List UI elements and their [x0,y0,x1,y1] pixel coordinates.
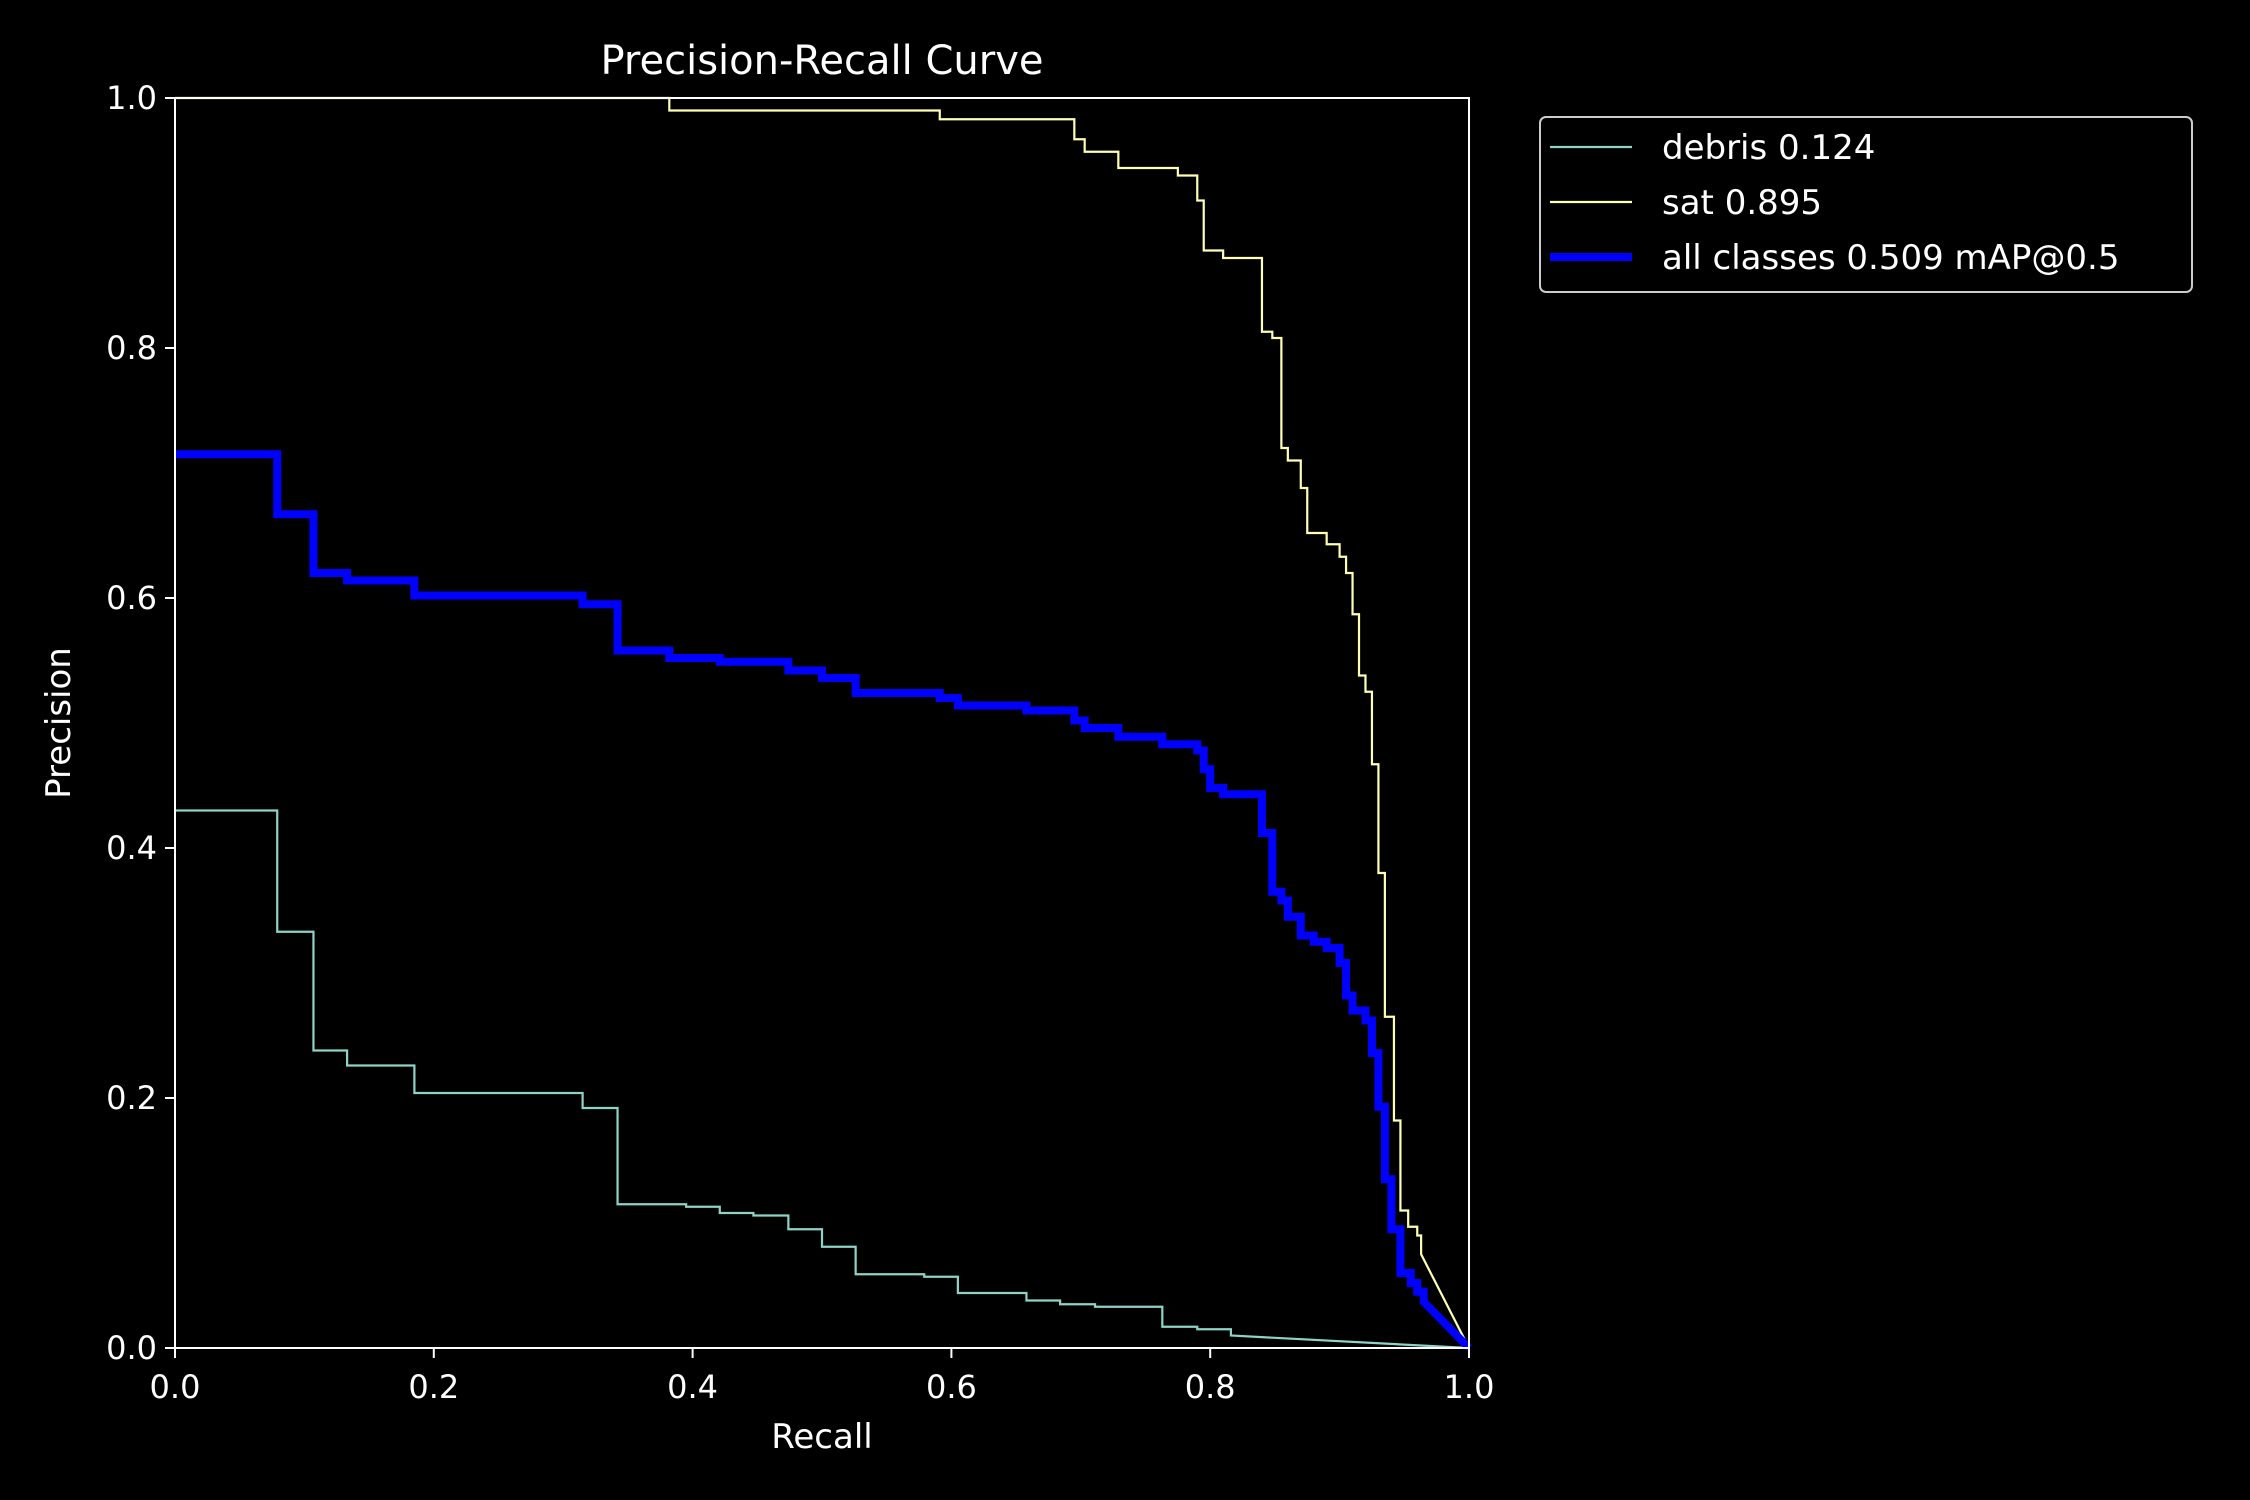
y-tick-label: 0.8 [106,329,157,367]
x-axis-ticks: 0.0 0.2 0.4 0.6 0.8 1.0 [150,1348,1495,1406]
series-line-all-classes [175,450,1472,1351]
y-axis-label: Precision [39,647,79,799]
chart-title: Precision-Recall Curve [601,38,1044,84]
x-tick-label: 1.0 [1444,1368,1495,1406]
y-tick-label: 0.6 [106,579,157,617]
legend: debris 0.124 sat 0.895 all classes 0.509 m… [1539,116,2193,293]
x-tick-label: 0.0 [150,1368,201,1406]
y-tick-label: 0.0 [106,1329,157,1367]
plot-frame [174,97,1470,1349]
x-tick-label: 0.2 [408,1368,459,1406]
legend-box [1539,116,2193,293]
y-tick-label: 1.0 [106,79,157,117]
x-tick-label: 0.8 [1185,1368,1236,1406]
legend-items: debris 0.124 sat 0.895 all classes 0.509 m… [1550,128,2119,278]
x-tick-label: 0.6 [926,1368,977,1406]
y-axis-ticks: 0.0 0.2 0.4 0.6 0.8 1.0 [106,79,175,1367]
x-tick-label: 0.4 [667,1368,718,1406]
series-line-debris [175,809,1470,1350]
y-tick-label: 0.4 [106,829,157,867]
legend-label-debris: debris 0.124 [1662,128,1875,168]
y-tick-label: 0.2 [106,1079,157,1117]
legend-label-all-classes: all classes 0.509 mAP@0.5 [1662,238,2119,278]
x-axis-label: Recall [771,1417,872,1457]
legend-label-sat: sat 0.895 [1662,183,1822,223]
series-line-sat [175,96,1470,1349]
series-layer [175,96,1472,1351]
